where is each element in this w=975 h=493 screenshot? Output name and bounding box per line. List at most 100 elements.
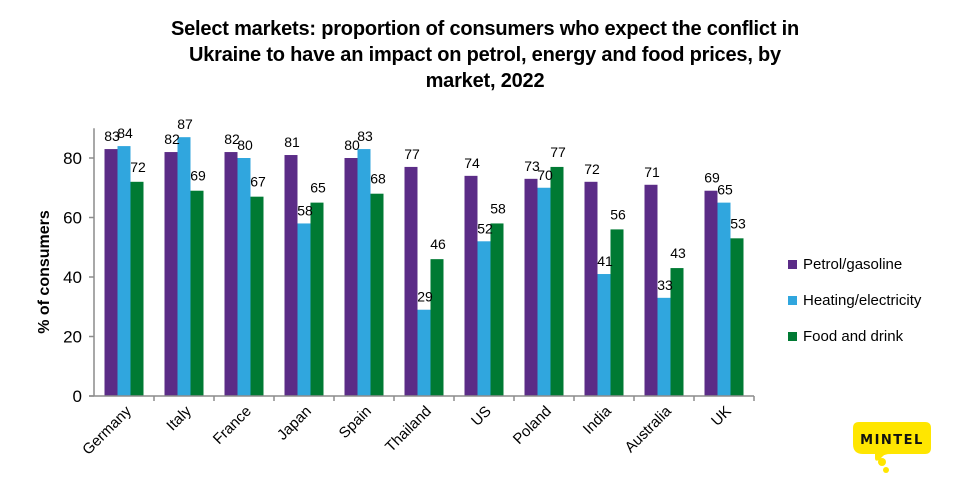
- bar-thailand-petrol-gasoline: [404, 166, 418, 396]
- data-label: 33: [657, 277, 673, 293]
- data-label: 29: [417, 289, 433, 305]
- legend: Petrol/gasoline Heating/electricity Food…: [788, 252, 921, 360]
- data-label: 56: [610, 206, 626, 222]
- data-label: 69: [704, 170, 720, 186]
- y-tick-label: 40: [63, 268, 82, 287]
- y-tick-label: 0: [73, 387, 82, 406]
- data-label: 82: [224, 131, 240, 147]
- bar-france-heating-electricity: [237, 158, 251, 396]
- bar-germany-petrol-gasoline: [104, 149, 118, 396]
- chart-title: Select markets: proportion of consumers …: [90, 16, 880, 94]
- bar-us-petrol-gasoline: [464, 175, 478, 396]
- bars-layer: [104, 137, 744, 397]
- bar-india-food-and-drink: [610, 229, 624, 396]
- y-tick-label: 20: [63, 328, 82, 347]
- data-label: 77: [550, 144, 566, 160]
- x-tick-label: Thailand: [382, 403, 435, 456]
- data-label: 65: [310, 180, 326, 196]
- data-label: 80: [344, 137, 360, 153]
- bar-france-food-and-drink: [250, 196, 264, 396]
- bar-poland-petrol-gasoline: [524, 178, 538, 396]
- x-tick-label: US: [468, 403, 495, 430]
- title-line-3: market, 2022: [425, 70, 545, 92]
- data-label: 83: [104, 128, 120, 144]
- data-label: 81: [284, 134, 300, 150]
- bar-thailand-heating-electricity: [417, 309, 431, 396]
- bar-italy-heating-electricity: [177, 137, 191, 397]
- bar-spain-heating-electricity: [357, 149, 371, 396]
- bar-poland-heating-electricity: [537, 187, 551, 396]
- bar-uk-food-and-drink: [730, 238, 744, 396]
- bar-india-petrol-gasoline: [584, 181, 598, 396]
- data-label: 77: [404, 146, 420, 162]
- data-label: 71: [644, 164, 660, 180]
- data-label: 82: [164, 131, 180, 147]
- legend-swatch-heating: [788, 295, 797, 305]
- data-label: 43: [670, 245, 686, 261]
- bar-india-heating-electricity: [597, 274, 611, 396]
- logo-text: MINTEL: [860, 433, 924, 448]
- legend-swatch-food: [788, 331, 797, 341]
- x-tick-label: Germany: [79, 402, 135, 458]
- bar-japan-heating-electricity: [297, 223, 311, 396]
- data-label: 72: [130, 159, 146, 175]
- data-label: 69: [190, 168, 206, 184]
- data-label: 41: [597, 253, 613, 269]
- bar-uk-petrol-gasoline: [704, 190, 718, 396]
- y-axis-label: % of consumers: [36, 210, 53, 334]
- data-label: 70: [537, 167, 553, 183]
- data-label: 80: [237, 137, 253, 153]
- data-label: 67: [250, 174, 266, 190]
- logo-drop-small: [883, 467, 889, 473]
- data-label: 73: [524, 158, 540, 174]
- bar-spain-food-and-drink: [370, 193, 384, 396]
- bar-australia-petrol-gasoline: [644, 184, 658, 396]
- data-label: 53: [730, 215, 746, 231]
- bar-thailand-food-and-drink: [430, 259, 444, 396]
- x-tick-label: France: [210, 403, 255, 448]
- y-tick-label: 60: [63, 209, 82, 228]
- y-tick-label: 80: [63, 149, 82, 168]
- legend-swatch-petrol: [788, 259, 797, 269]
- legend-item-heating: Heating/electricity: [788, 288, 921, 312]
- data-label: 72: [584, 161, 600, 177]
- data-label: 84: [117, 125, 133, 141]
- data-label: 46: [430, 236, 446, 252]
- bar-spain-petrol-gasoline: [344, 158, 358, 396]
- bar-australia-heating-electricity: [657, 297, 671, 396]
- legend-item-petrol: Petrol/gasoline: [788, 252, 921, 276]
- legend-label-petrol: Petrol/gasoline: [803, 255, 903, 273]
- legend-label-food: Food and drink: [803, 327, 904, 345]
- mintel-logo: MINTEL: [853, 422, 931, 473]
- title-line-2: Ukraine to have an impact on petrol, ene…: [189, 44, 781, 66]
- x-tick-label: Spain: [336, 403, 375, 442]
- x-tick-label: India: [580, 402, 615, 437]
- data-label: 52: [477, 220, 493, 236]
- x-tick-label: Poland: [510, 403, 555, 448]
- x-tick-label: Italy: [163, 402, 195, 434]
- legend-label-heating: Heating/electricity: [803, 291, 922, 309]
- bar-us-heating-electricity: [477, 241, 491, 396]
- bar-italy-petrol-gasoline: [164, 152, 178, 396]
- data-label: 74: [464, 155, 480, 171]
- data-label: 87: [177, 116, 193, 132]
- title-line-1: Select markets: proportion of consumers …: [170, 18, 800, 40]
- bar-australia-food-and-drink: [670, 268, 684, 396]
- data-label: 58: [297, 202, 313, 218]
- bar-uk-heating-electricity: [717, 202, 731, 396]
- data-label: 58: [490, 200, 506, 216]
- bar-germany-food-and-drink: [130, 181, 144, 396]
- x-tick-label: Australia: [622, 402, 676, 456]
- x-tick-label: Japan: [274, 403, 315, 444]
- bar-france-petrol-gasoline: [224, 152, 238, 396]
- data-labels-layer: 8384728287698280678158658083687729467452…: [104, 116, 746, 305]
- legend-item-food: Food and drink: [788, 324, 921, 348]
- x-tick-label: UK: [708, 403, 735, 430]
- bar-germany-heating-electricity: [117, 146, 131, 396]
- bar-japan-petrol-gasoline: [284, 155, 298, 396]
- data-label: 65: [717, 182, 733, 198]
- data-label: 68: [370, 171, 386, 187]
- bar-us-food-and-drink: [490, 223, 504, 396]
- bar-poland-food-and-drink: [550, 166, 564, 396]
